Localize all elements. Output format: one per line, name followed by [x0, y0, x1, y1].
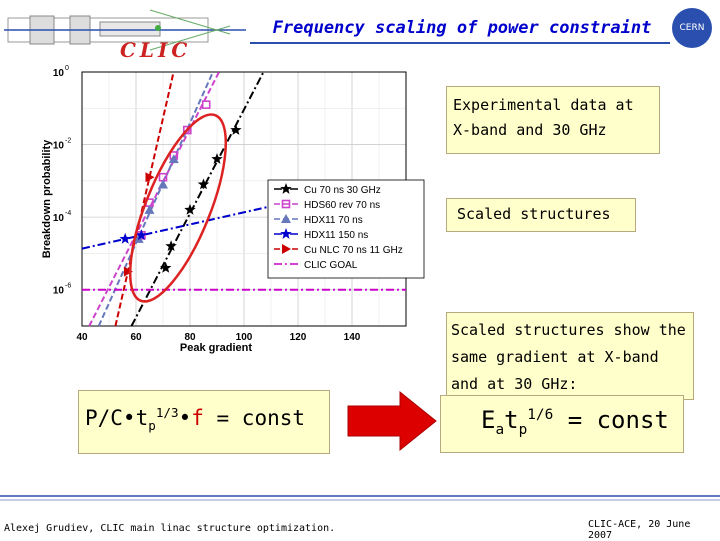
power-formula: P/C•tp1/3•f = const: [85, 405, 305, 433]
x-tick-label: 80: [184, 332, 196, 343]
formula-ea-t: t: [504, 406, 519, 434]
red-arrow-icon: [347, 390, 437, 452]
series-3-point: [135, 229, 148, 241]
cern-logo: CERN: [672, 8, 712, 48]
y-tick-label: 10: [53, 213, 65, 224]
x-tick-labels: 40 60 80 100 120 140: [76, 332, 360, 343]
scaled-structures-text: Scaled structures: [457, 205, 611, 223]
formula-pc-base: P/C•t: [85, 406, 149, 430]
formula-pc-dot: •: [178, 406, 192, 430]
formula-pc-sup: 1/3: [155, 405, 179, 420]
legend-entry: CLIC GOAL: [304, 260, 358, 271]
formula-ea-sub-a: a: [495, 421, 505, 438]
series-4-point: [123, 266, 133, 277]
series-1-point: [183, 125, 192, 135]
x-tick-label: 120: [290, 332, 307, 343]
series-4-trend-line: [114, 71, 175, 327]
series-3-trend-line: [81, 193, 326, 250]
x-axis-label: Peak gradient: [180, 342, 252, 354]
gradient-formula-box: Eatp1/6 = const: [440, 395, 684, 453]
formula-ea-rest: = const: [553, 406, 669, 434]
y-tick-exponent: -6: [65, 283, 71, 290]
scaled-structures-note: Scaled structures: [446, 198, 636, 232]
legend-marker: [281, 214, 291, 223]
series-2-point: [158, 179, 168, 189]
experimental-data-text: Experimental data at X-band and 30 GHz: [453, 96, 634, 139]
x-tick-label: 140: [344, 332, 361, 343]
series-lines: [81, 71, 406, 327]
series-points: [119, 100, 242, 277]
series-0-point: [160, 261, 172, 273]
title-rule: [250, 42, 670, 44]
scaled-structures-show-note: Scaled structures show the same gradient…: [446, 312, 694, 400]
series-0-point: [197, 178, 210, 190]
x-tick-label: 100: [236, 332, 253, 343]
y-tick-label: 10: [53, 286, 65, 297]
formula-ea-e: E: [481, 406, 496, 434]
y-tick-label: 10: [53, 141, 65, 152]
power-formula-box: P/C•tp1/3•f = const: [78, 390, 330, 454]
legend-marker: [281, 199, 291, 209]
series-0-point: [184, 203, 196, 215]
formula-pc-rest: = const: [203, 406, 306, 430]
footer-date: CLIC-ACE, 20 June 2007: [588, 519, 691, 541]
series-2-point: [168, 154, 179, 164]
experimental-data-note: Experimental data at X-band and 30 GHz: [446, 86, 660, 154]
series-2-point: [144, 204, 155, 214]
y-axis-label: Breakdown probability: [41, 139, 53, 258]
legend-marker: [280, 183, 292, 194]
legend-entry: HDS60 rev 70 ns: [304, 200, 380, 211]
highlight-ellipse: [128, 113, 228, 303]
footer-author: Alexej Grudiev, CLIC main linac structur…: [4, 523, 336, 534]
legend-entry: Cu 70 ns 30 GHz: [304, 185, 381, 196]
legend: Cu 70 ns 30 GHz HDS60 rev 70 ns HDX11 70 n…: [267, 179, 425, 279]
scaled-structures-show-text: Scaled structures show the same gradient…: [451, 321, 686, 393]
series-3-point: [119, 232, 131, 244]
x-tick-label: 60: [130, 332, 142, 343]
series-2-trend-line: [97, 71, 214, 327]
y-tick-exponent: -4: [65, 210, 71, 217]
series-1-point: [201, 100, 211, 109]
series-4-point: [145, 172, 155, 183]
footer-rule: [0, 495, 720, 501]
legend-entry: Cu NLC 70 ns 11 GHz: [304, 245, 403, 256]
x-tick-label: 40: [76, 332, 88, 343]
clic-header-graphic: [4, 9, 246, 51]
page-title: Frequency scaling of power constraint: [272, 18, 652, 38]
legend-entry: HDX11 150 ns: [304, 230, 368, 241]
y-tick-exponent: -2: [65, 138, 71, 145]
y-tick-label: 10: [53, 68, 65, 79]
y-tick-exponent: 0: [65, 65, 69, 72]
legend-marker: [282, 244, 291, 254]
legend-entry: HDX11 70 ns: [304, 215, 363, 226]
legend-box: [267, 179, 425, 279]
formula-pc-sub: p: [148, 418, 156, 434]
series-0-point: [211, 153, 223, 164]
formula-ea-sup: 1/6: [527, 407, 554, 423]
formula-ea-sub-p: p: [518, 421, 528, 438]
series-0-point: [230, 124, 242, 135]
series-0-point: [165, 240, 177, 251]
series-1-trend-line: [88, 71, 220, 327]
legend-marker: [280, 228, 292, 239]
formula-pc-f: f: [191, 406, 204, 430]
gradient-formula: Eatp1/6 = const: [481, 406, 669, 438]
